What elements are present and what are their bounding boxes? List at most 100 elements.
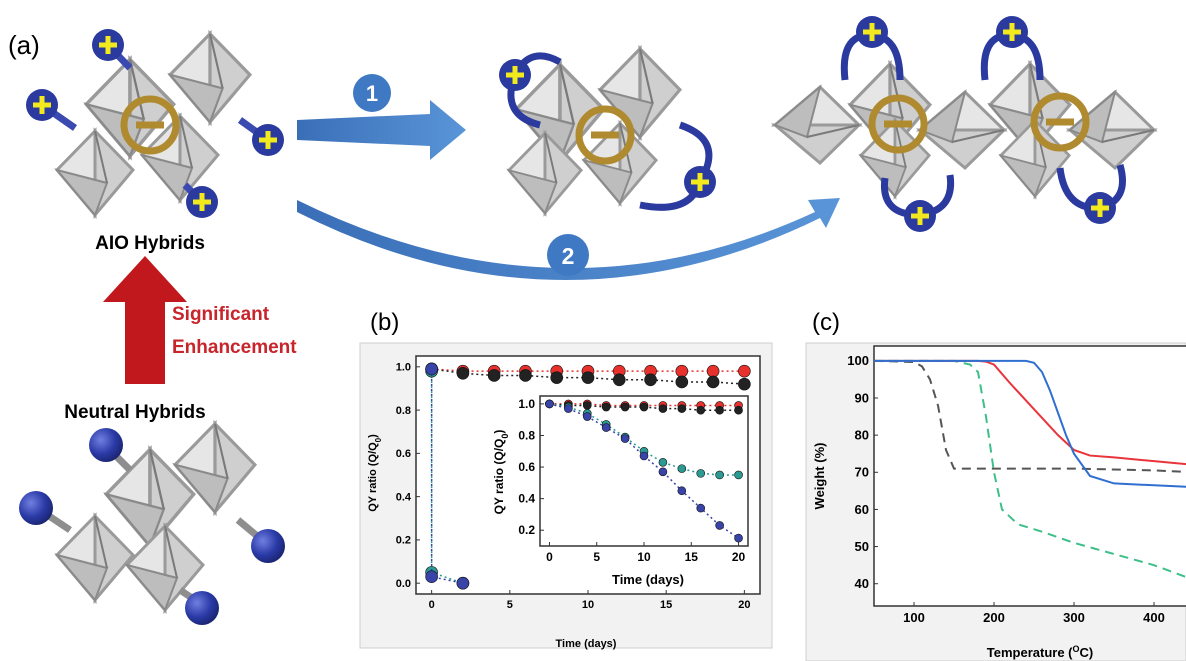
neutral-sphere-icon [251, 529, 285, 563]
data-point [425, 362, 438, 376]
data-point [612, 373, 626, 387]
cation-plus-icon [1084, 192, 1116, 224]
data-point [620, 402, 630, 412]
pathway-1-arrow: 1 [297, 74, 466, 160]
chart-b-inset-series [545, 399, 743, 543]
data-point [677, 486, 687, 496]
chart-b-xlabel: Time (days) [556, 638, 617, 650]
y-tick-label: 0.0 [396, 578, 411, 590]
data-point [706, 364, 720, 378]
data-point [715, 405, 724, 415]
tga-curve [873, 359, 1186, 473]
x-tick-label: 0 [546, 550, 553, 564]
panel-c-label: (c) [812, 309, 840, 336]
x-tick-label: 300 [1063, 610, 1085, 625]
panel-c: (c) 100 200 300 400 40 50 60 70 80 90 100 Temperat… [805, 309, 1186, 661]
cation-plus-icon [856, 16, 888, 48]
data-point [734, 533, 743, 543]
data-point [545, 399, 554, 409]
cation-plus-icon [684, 166, 716, 198]
y-tick-label: 0.8 [518, 428, 535, 442]
y-tick-label: 1.0 [518, 397, 535, 411]
series-line [549, 403, 739, 407]
cation-plus-icon [186, 186, 218, 218]
enhancement-text-line1: Significant [172, 304, 270, 325]
y-tick-label: 0.4 [518, 492, 535, 506]
data-point [550, 371, 564, 384]
data-point [639, 402, 649, 412]
x-tick-label: 20 [738, 599, 750, 611]
data-point [715, 521, 724, 530]
cation-plus-icon [92, 29, 124, 61]
y-tick-label: 0.8 [396, 405, 411, 417]
panel-b: (b) 0 5 10 15 20 0.0 0.2 0.4 0.6 0.8 1.0 Time (day… [359, 309, 773, 650]
data-point [519, 369, 532, 382]
cation-plus-icon [252, 124, 284, 156]
data-point [675, 364, 689, 378]
data-point [456, 367, 470, 380]
data-point [581, 371, 595, 384]
data-point [675, 375, 689, 389]
data-point [644, 373, 657, 387]
data-point [487, 369, 501, 382]
enhancement-text-line2: Enhancement [172, 337, 297, 358]
chelated-product-structure [499, 47, 716, 215]
panel-a-label: (a) [8, 30, 40, 60]
data-point [564, 404, 573, 413]
cation-plus-icon [26, 89, 58, 121]
neutral-sphere-icon [89, 428, 123, 462]
chart-c-frame [873, 345, 1186, 607]
chart-c-xlabel: Temperature (OC) [987, 644, 1093, 660]
x-tick-label: 10 [637, 550, 651, 564]
octahedron-icon [168, 32, 252, 124]
data-point [582, 401, 592, 410]
data-point [738, 364, 751, 378]
chart-b-axes: 0 5 10 15 20 0.0 0.2 0.4 0.6 0.8 1.0 [396, 361, 751, 611]
aio-hybrids-label: AIO Hybrids [95, 233, 205, 254]
data-point [456, 576, 470, 590]
aio-hybrid-structure [26, 29, 284, 218]
chart-b-series [425, 362, 751, 590]
y-tick-label: 80 [855, 427, 869, 442]
y-tick-label: 70 [855, 465, 869, 480]
neutral-hybrids-label: Neutral Hybrids [64, 402, 205, 423]
step-2-badge: 2 [562, 243, 575, 269]
series-line [549, 403, 739, 476]
chart-b-inset-ylabel: QY ratio (Q/Q0) [492, 430, 510, 515]
neutral-sphere-icon [19, 491, 53, 525]
x-tick-label: 100 [903, 610, 925, 625]
x-tick-label: 15 [660, 599, 672, 611]
data-point [620, 434, 630, 443]
octahedron-icon [773, 85, 861, 165]
series-line [549, 403, 739, 411]
y-tick-label: 40 [855, 576, 869, 591]
enhancement-arrow [103, 256, 187, 384]
panel-b-label: (b) [370, 309, 399, 336]
chart-b-inset-axes: 0 5 10 15 20 0.2 0.4 0.6 0.8 1.0 [518, 397, 745, 564]
tga-curve [874, 359, 1186, 488]
data-point [639, 451, 649, 461]
x-tick-label: 5 [507, 599, 513, 611]
data-point [696, 405, 706, 415]
data-point [715, 470, 724, 480]
data-point [738, 377, 751, 391]
cation-plus-icon [499, 59, 531, 91]
series-line [549, 403, 739, 539]
chart-c-ylabel: Weight (%) [812, 443, 827, 510]
step-1-badge: 1 [366, 81, 378, 106]
y-tick-label: 100 [847, 353, 869, 368]
x-tick-label: 0 [429, 599, 435, 611]
data-point [677, 464, 687, 473]
x-tick-label: 20 [732, 550, 746, 564]
y-tick-label: 0.6 [396, 448, 411, 460]
chart-b-inset-xlabel: Time (days) [612, 572, 684, 587]
data-point [734, 470, 743, 480]
chain-product-structure [773, 16, 1156, 232]
data-point [696, 503, 706, 513]
data-point [425, 570, 438, 583]
cation-plus-icon [904, 200, 936, 232]
data-point [706, 375, 720, 389]
y-tick-label: 0.6 [518, 460, 535, 474]
pathway-2-arrow: 2 [297, 198, 840, 281]
data-point [582, 412, 592, 421]
